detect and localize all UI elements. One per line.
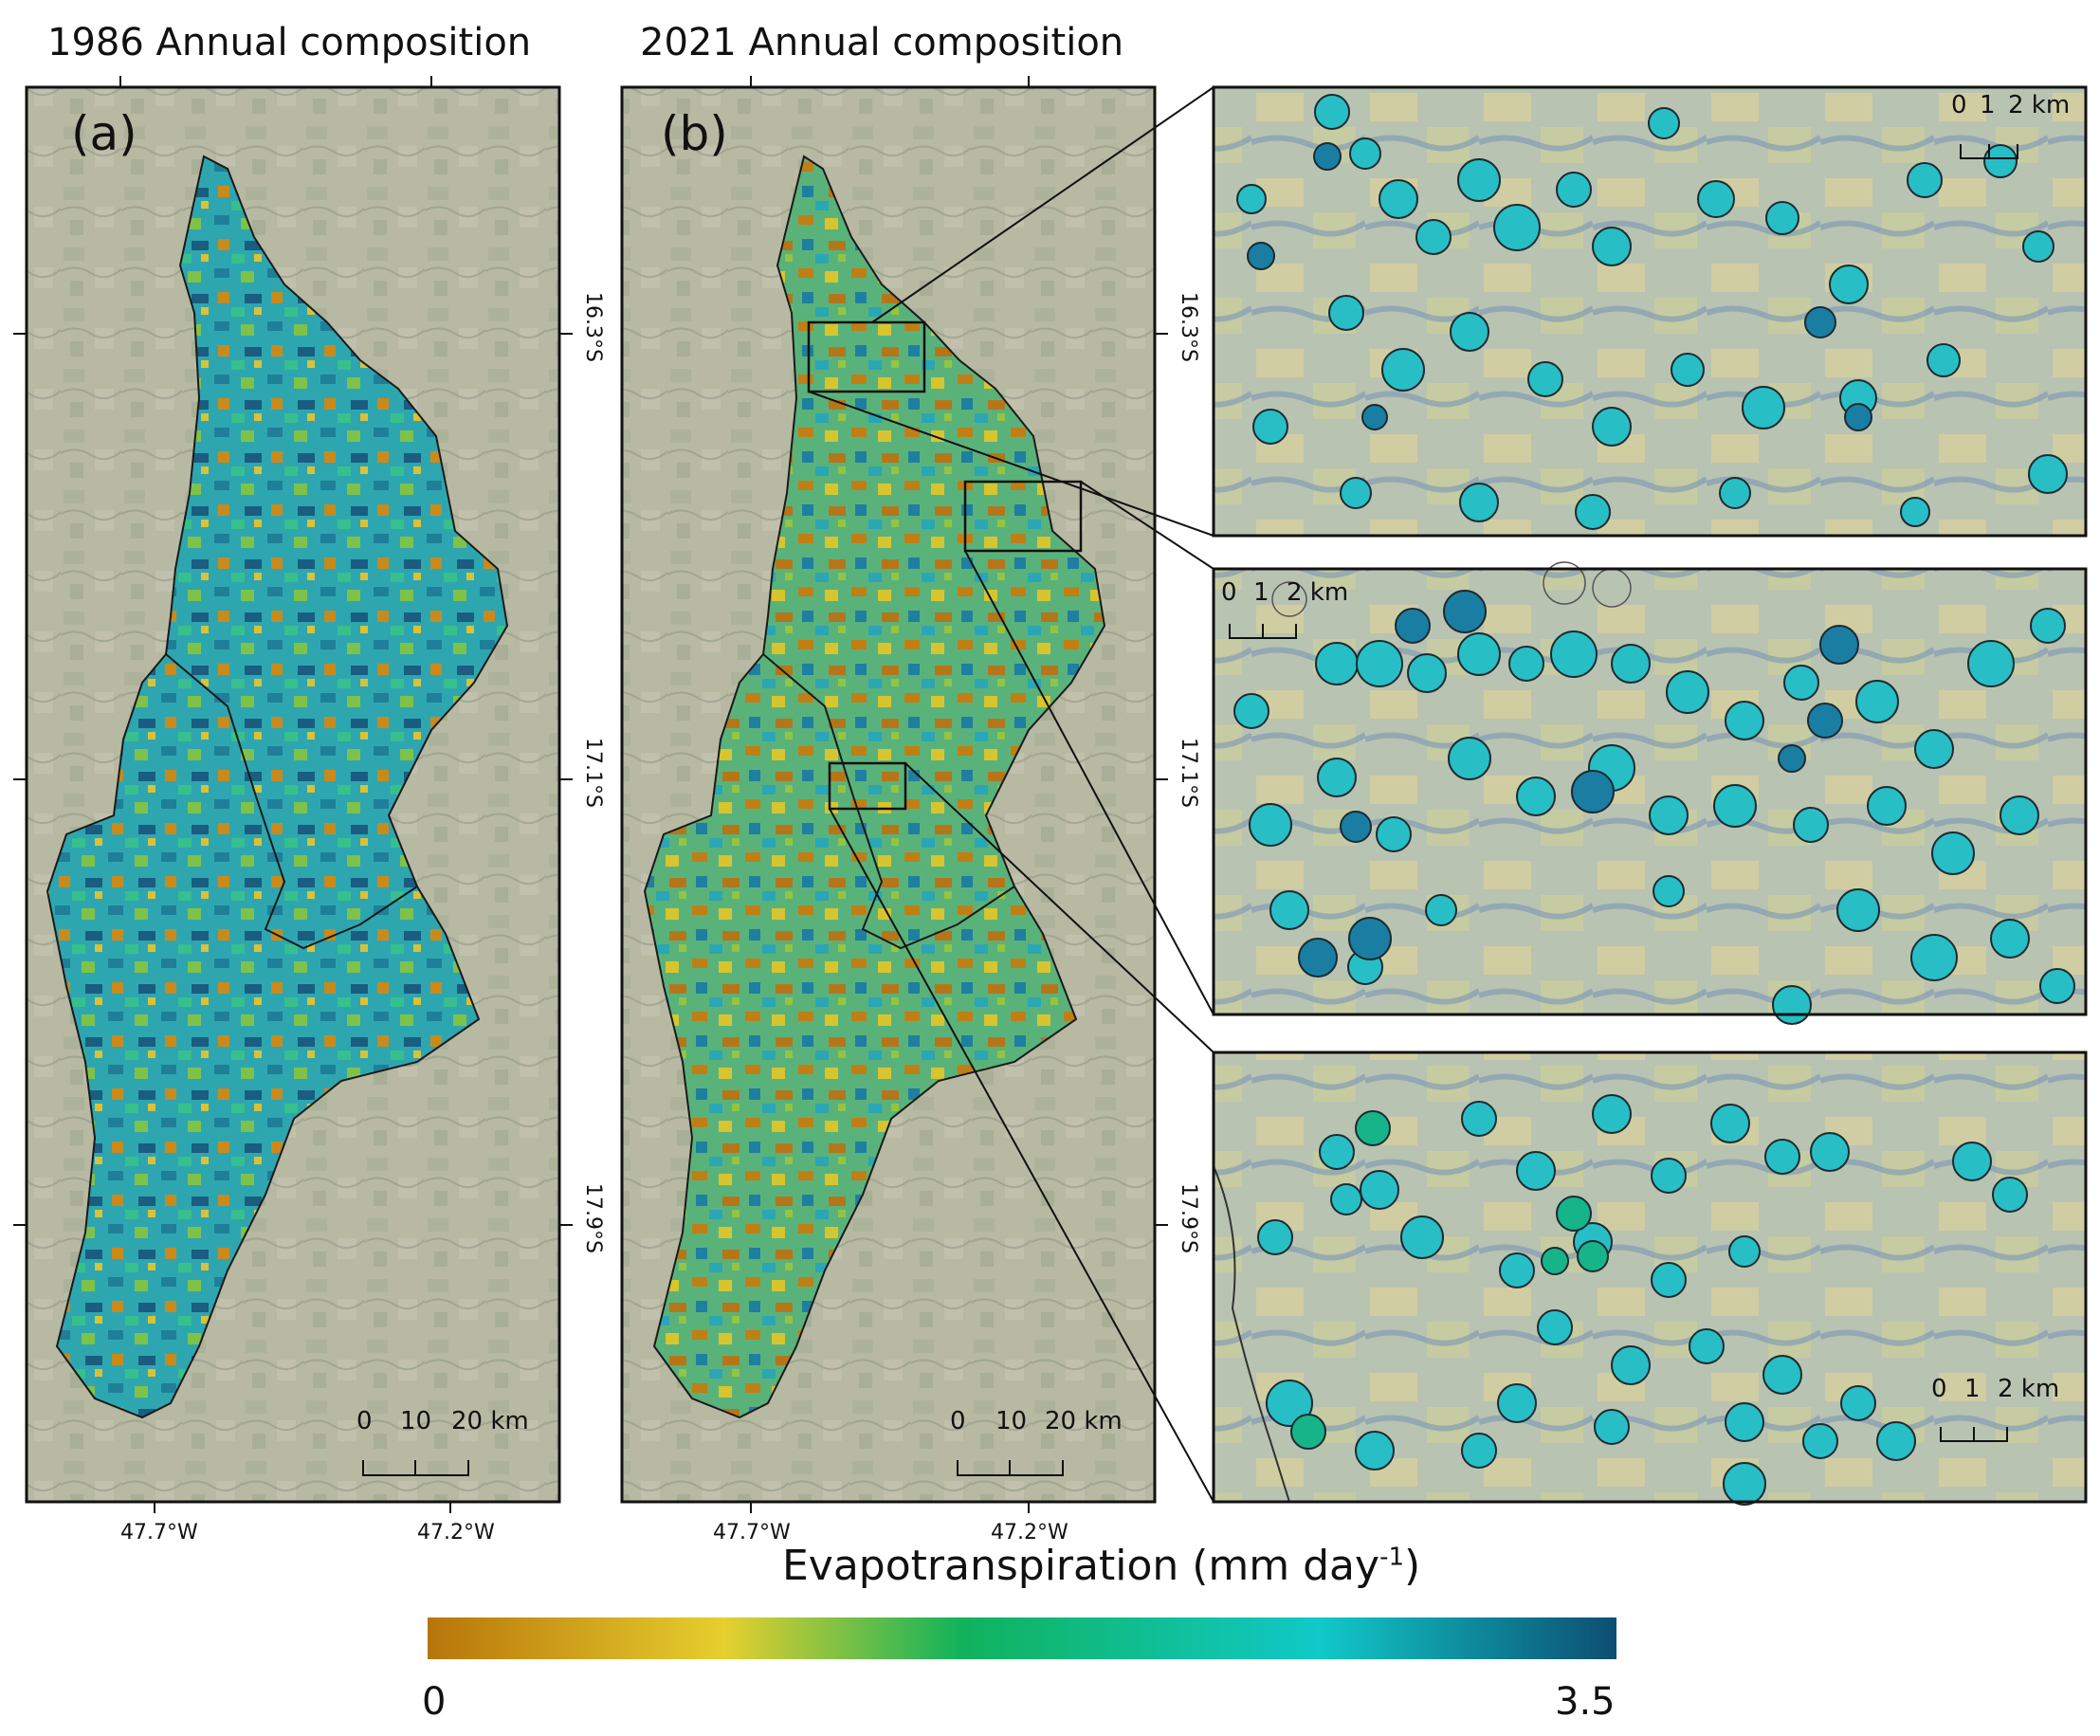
legend-title-end: ) — [1404, 1542, 1421, 1590]
map-panel-b — [620, 76, 1168, 1513]
inset-3-scale-2: 2 km — [1998, 1375, 2060, 1403]
panel-a-lon-tick-1: 47.7°W — [120, 1521, 198, 1544]
inset-panel-1 — [1212, 85, 2088, 538]
map-panel-a — [13, 76, 573, 1513]
legend-title-sup: -1 — [1379, 1543, 1404, 1572]
legend-title: Evapotranspiration (mm day-1) — [782, 1542, 1420, 1590]
inset-2-scale-2: 2 km — [1287, 578, 1349, 607]
panel-b-lon-tick-1: 47.7°W — [713, 1521, 791, 1544]
panel-a-lat-tick-3: 17.9°S — [581, 1183, 605, 1253]
inset-1-scale-2: 2 km — [2008, 91, 2071, 119]
panel-b-scale-20: 20 km — [1045, 1407, 1123, 1435]
colorbar — [428, 1617, 1616, 1659]
zoom-connectors — [808, 86, 1214, 1503]
panel-b-scale-10: 10 — [995, 1407, 1028, 1435]
panel-b-lon-tick-2: 47.2°W — [991, 1521, 1068, 1544]
panel-a-scale-10: 10 — [400, 1407, 432, 1435]
inset-1-scale-1: 1 — [1980, 91, 1996, 119]
panel-a-letter: (a) — [71, 106, 137, 161]
panel-b-lat-tick-2: 17.1°S — [1177, 738, 1200, 808]
panel-a-lat-tick-1: 16.3°S — [581, 292, 605, 362]
panel-a-lat-tick-2: 17.1°S — [581, 738, 605, 808]
legend-title-main: Evapotranspiration (mm day — [782, 1542, 1380, 1590]
inset-1-scale-0: 0 — [1951, 91, 1967, 119]
panel-a-scale-20: 20 km — [451, 1407, 529, 1435]
legend-min: 0 — [422, 1680, 447, 1724]
panel-a-scale-0: 0 — [356, 1407, 373, 1435]
inset-2-scale-1: 1 — [1253, 578, 1269, 607]
inset-3-scale-0: 0 — [1931, 1375, 1947, 1403]
inset-2-scale-0: 0 — [1221, 578, 1237, 607]
panel-b-title: 2021 Annual composition — [640, 21, 1124, 64]
legend-max: 3.5 — [1555, 1680, 1616, 1724]
panel-b-lat-tick-1: 16.3°S — [1177, 292, 1200, 362]
inset-panel-3 — [1212, 1051, 2088, 1506]
panel-b-scale-0: 0 — [950, 1407, 966, 1435]
panel-b-letter: (b) — [661, 106, 728, 161]
inset-panel-2 — [1212, 561, 2088, 1025]
panel-a-title: 1986 Annual composition — [47, 21, 532, 64]
inset-3-scale-1: 1 — [1964, 1375, 1981, 1403]
panel-a-lon-tick-2: 47.2°W — [417, 1521, 495, 1544]
panel-b-lat-tick-3: 17.9°S — [1177, 1183, 1200, 1253]
